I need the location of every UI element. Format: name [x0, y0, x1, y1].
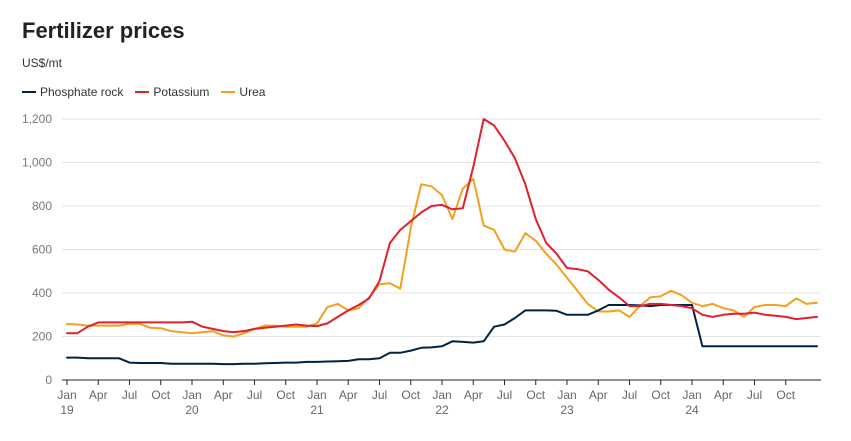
legend-label-urea: Urea — [239, 85, 266, 99]
y-tick-label: 800 — [32, 199, 52, 213]
x-tick-label: Jul — [622, 388, 637, 402]
x-tick-label: Jan — [307, 388, 326, 402]
legend-swatch-potassium — [135, 91, 150, 93]
x-tick-year-label: 20 — [185, 403, 199, 417]
y-tick-label: 0 — [45, 373, 52, 387]
legend-item-phosphate-rock[interactable]: Phosphate rock — [22, 85, 123, 99]
urea-line — [66, 177, 818, 338]
chart-title: Fertilizer prices — [22, 18, 185, 43]
x-tick-year-label: 23 — [560, 403, 574, 417]
x-tick-year-label: 24 — [685, 403, 699, 417]
y-axis-unit-label: US$/mt — [22, 56, 63, 70]
y-tick-label: 600 — [32, 243, 52, 257]
legend-label-potassium: Potassium — [153, 85, 210, 99]
x-tick-year-label: 21 — [310, 403, 324, 417]
x-tick-label: Apr — [464, 388, 483, 402]
x-tick-label: Jul — [497, 388, 512, 402]
x-tick-label: Jul — [247, 388, 262, 402]
x-tick-label: Jul — [372, 388, 387, 402]
x-tick-label: Oct — [651, 388, 670, 402]
potassium-line — [66, 118, 818, 335]
x-tick-label: Jul — [747, 388, 762, 402]
y-tick-label: 400 — [32, 286, 52, 300]
legend-label-phosphate-rock: Phosphate rock — [40, 85, 124, 99]
phosphate-rock-line — [66, 304, 818, 366]
x-tick-label: Jan — [557, 388, 576, 402]
legend-swatch-urea — [221, 91, 236, 93]
x-tick-label: Apr — [589, 388, 608, 402]
legend-item-potassium[interactable]: Potassium — [135, 85, 209, 99]
legend-item-urea[interactable]: Urea — [221, 85, 265, 99]
y-tick-label: 200 — [32, 330, 52, 344]
x-tick-label: Oct — [401, 388, 420, 402]
y-tick-label: 1,200 — [22, 112, 52, 126]
x-tick-label: Oct — [526, 388, 545, 402]
x-tick-label: Apr — [214, 388, 233, 402]
chart-legend: Phosphate rock Potassium Urea — [22, 85, 277, 99]
x-tick-label: Jan — [682, 388, 701, 402]
legend-swatch-phosphate-rock — [22, 91, 36, 93]
x-tick-label: Apr — [714, 388, 733, 402]
y-tick-label: 1,000 — [22, 156, 52, 170]
x-tick-label: Jan — [182, 388, 201, 402]
x-tick-label: Oct — [151, 388, 170, 402]
x-tick-label: Jan — [57, 388, 76, 402]
x-tick-label: Jan — [432, 388, 451, 402]
x-tick-year-label: 19 — [60, 403, 74, 417]
x-tick-year-label: 22 — [435, 403, 449, 417]
x-tick-label: Apr — [339, 388, 358, 402]
x-tick-label: Oct — [776, 388, 795, 402]
x-tick-label: Jul — [122, 388, 137, 402]
x-tick-label: Apr — [89, 388, 108, 402]
x-tick-label: Oct — [276, 388, 295, 402]
